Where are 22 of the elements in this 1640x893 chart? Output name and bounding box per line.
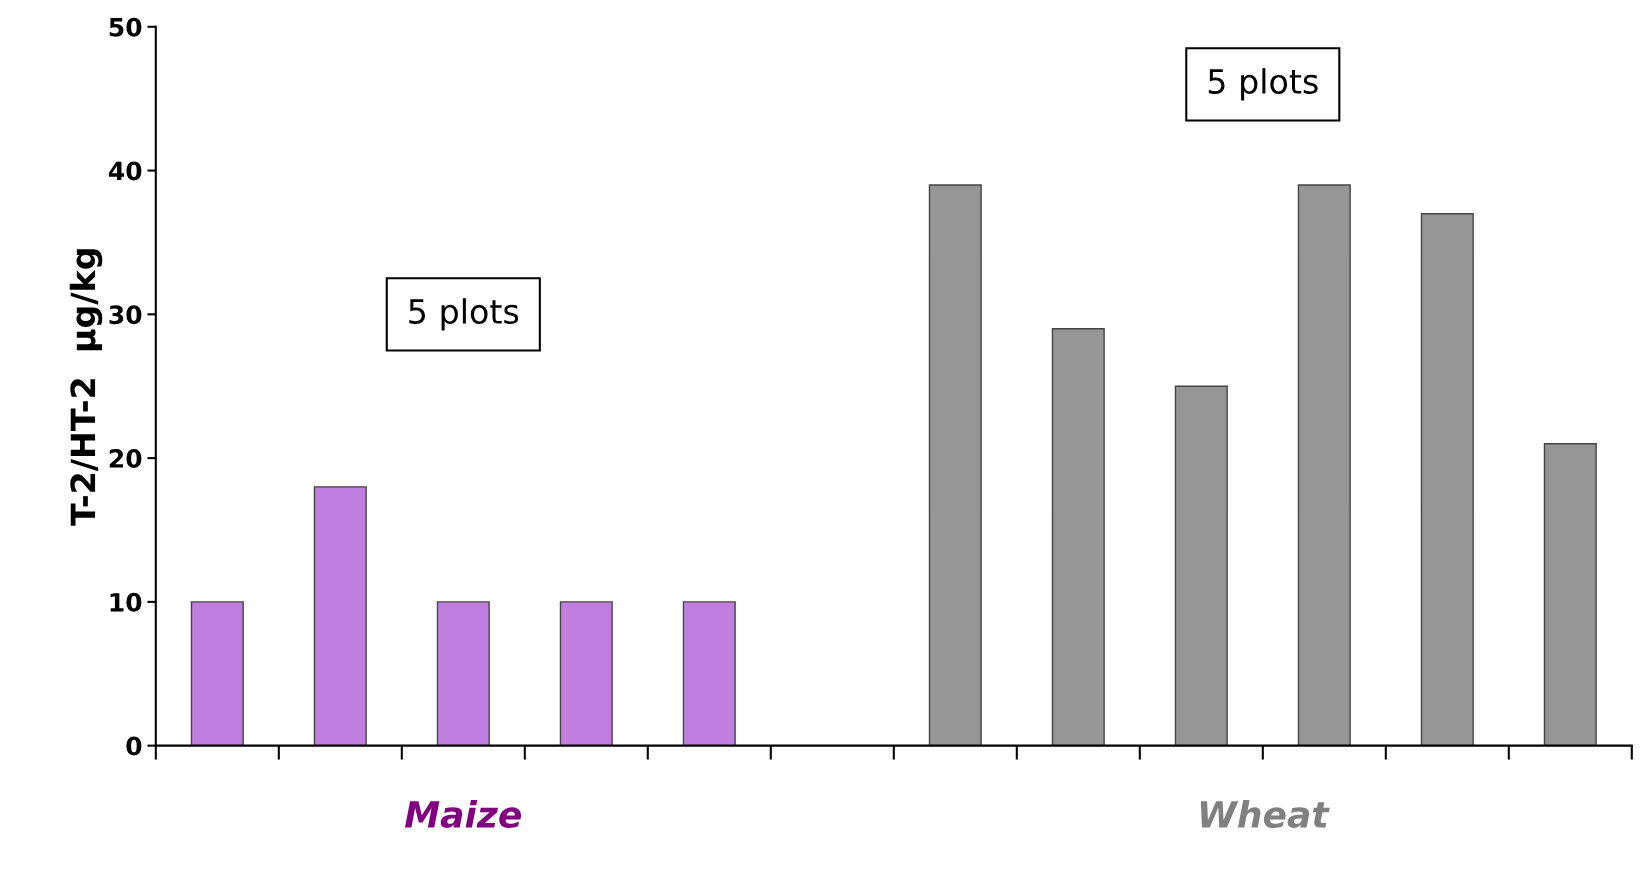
y-tick-label: 0: [126, 736, 142, 756]
bar: [1543, 443, 1597, 746]
y-tick-label: 30: [109, 305, 142, 325]
annotation: 5 plots: [1208, 68, 1318, 101]
annotation: 5 plots: [409, 298, 519, 331]
bar: [1420, 212, 1474, 746]
y-tick-label: 50: [109, 17, 142, 37]
bar: [928, 184, 982, 746]
bar: [682, 601, 736, 746]
series-label: Wheat: [1200, 800, 1330, 829]
bar: [436, 601, 490, 746]
bar: [559, 601, 613, 746]
bar: [1297, 184, 1351, 746]
y-axis-title: T-2/HT-2 µg/kg: [69, 249, 103, 526]
bar: [1051, 328, 1105, 746]
y-tick-label: 20: [109, 449, 142, 468]
bar: [313, 486, 367, 746]
bar: [190, 601, 244, 746]
y-tick-label: 10: [110, 592, 142, 612]
series-label: Maize: [404, 800, 522, 829]
y-tick-label: 40: [108, 161, 142, 181]
bar: [1174, 385, 1228, 746]
